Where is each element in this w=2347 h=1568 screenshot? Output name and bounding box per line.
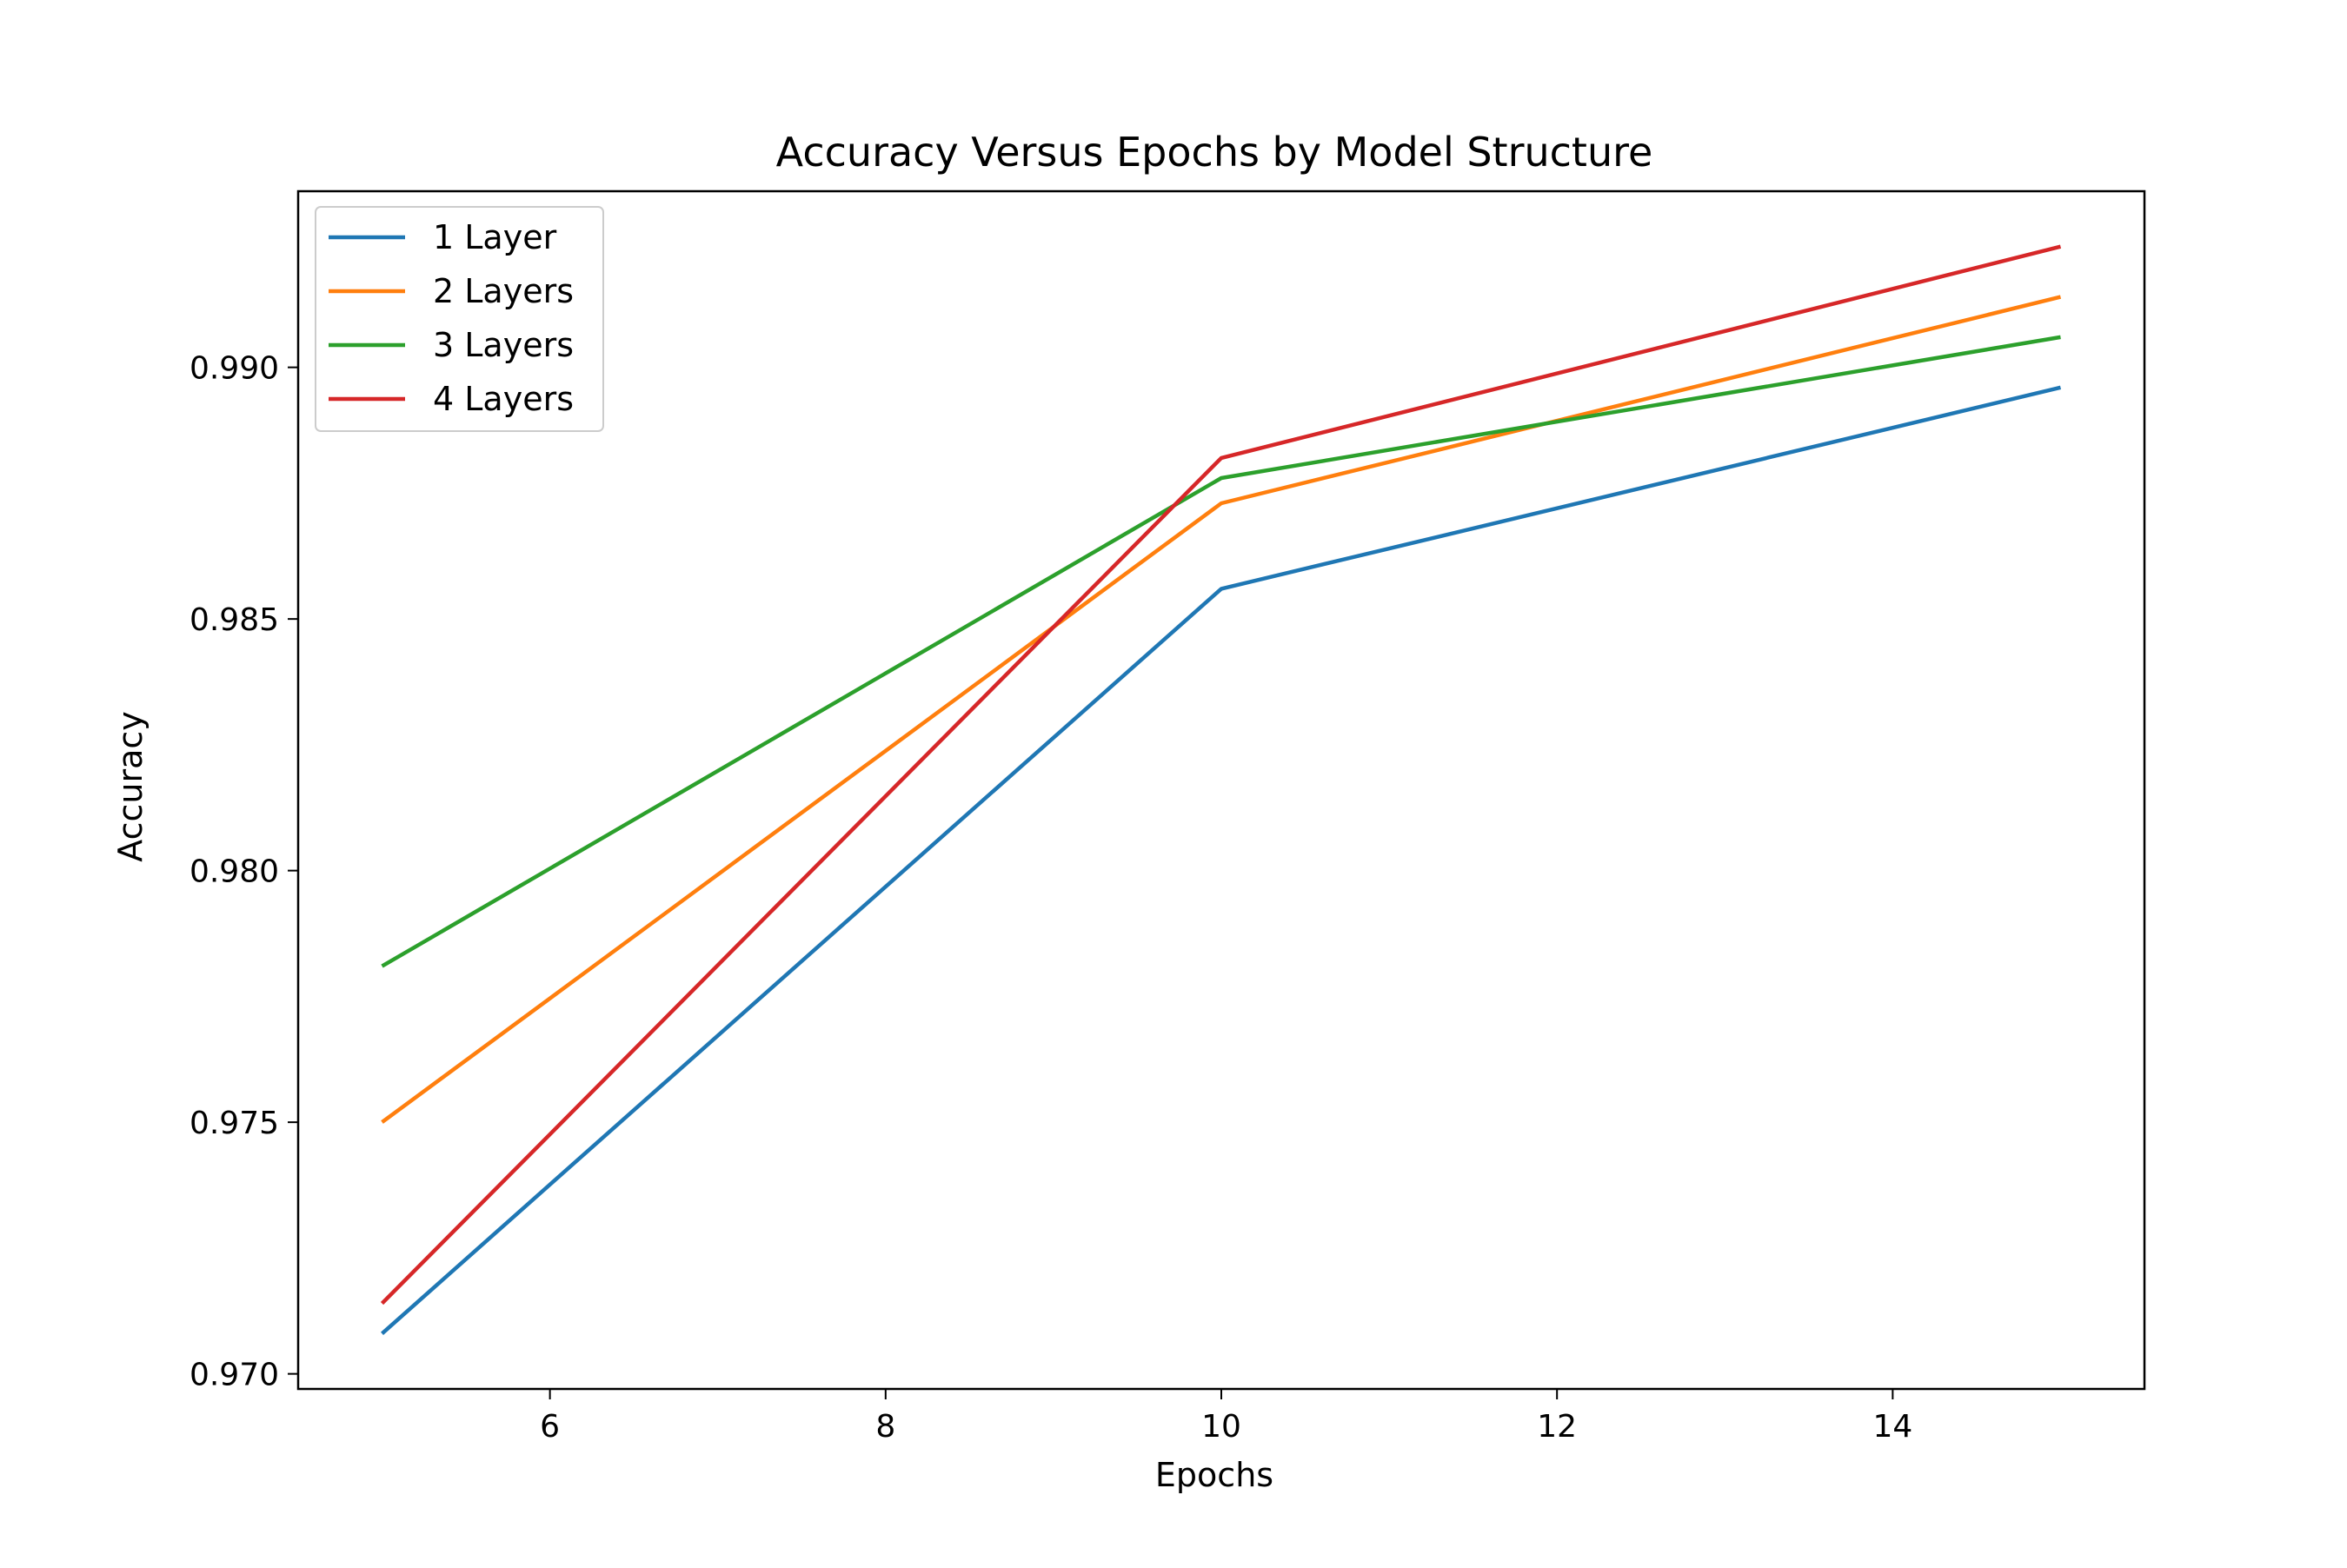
legend-items: 1 Layer 2 Layers 3 Layers 4 Layers <box>329 218 574 418</box>
legend-label-2-layers: 2 Layers <box>433 272 574 310</box>
series-line-3-layers <box>381 335 2061 968</box>
plot-background <box>298 191 2144 1389</box>
legend: 1 Layer 2 Layers 3 Layers 4 Layers <box>315 206 604 432</box>
x-axis: 6 8 10 12 14 <box>540 1389 1912 1445</box>
x-tick-label: 6 <box>540 1409 560 1445</box>
y-tick-label: 0.985 <box>189 602 279 638</box>
x-axis-label: Epochs <box>1155 1456 1273 1494</box>
chart-title: Accuracy Versus Epochs by Model Structur… <box>776 129 1653 176</box>
legend-box <box>315 206 604 432</box>
y-tick-label: 0.970 <box>189 1358 279 1393</box>
y-tick-label: 0.980 <box>189 854 279 890</box>
y-tick-label: 0.975 <box>189 1106 279 1141</box>
series-line-4-layers <box>380 244 2062 1306</box>
x-tick-label: 12 <box>1537 1409 1577 1445</box>
series-layer <box>380 244 2062 1335</box>
legend-label-1-layer: 1 Layer <box>433 218 557 256</box>
series-line-1-layer <box>381 385 2062 1335</box>
x-tick-label: 8 <box>875 1409 895 1445</box>
y-axis: 0.970 0.975 0.980 0.985 0.990 <box>189 351 298 1393</box>
legend-label-4-layers: 4 Layers <box>433 380 574 418</box>
legend-label-3-layers: 3 Layers <box>433 326 574 364</box>
x-tick-label: 10 <box>1201 1409 1241 1445</box>
series-line-2-layers <box>381 295 2062 1124</box>
x-tick-label: 14 <box>1872 1409 1912 1445</box>
plot-area: 6 8 10 12 14 0.970 0.975 0.980 0.985 0.990 <box>189 189 2146 1445</box>
y-tick-label: 0.990 <box>189 351 279 387</box>
y-axis-label: Accuracy <box>111 711 150 862</box>
